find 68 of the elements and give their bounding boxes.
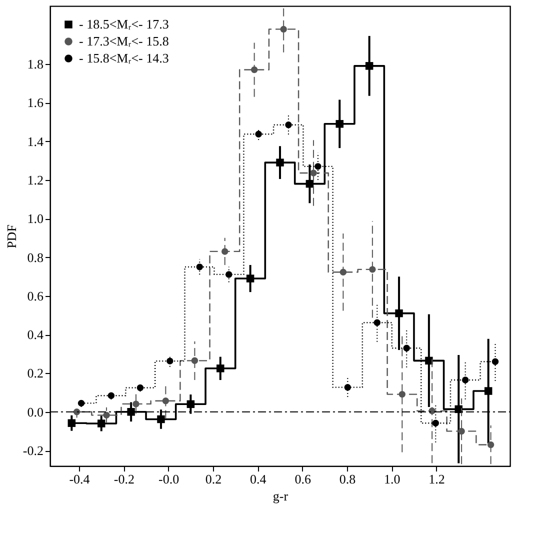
x-tick-label: 0.8 xyxy=(339,472,356,486)
point xyxy=(103,412,110,419)
point xyxy=(276,158,284,166)
x-tick-label: 0.6 xyxy=(294,472,312,486)
point xyxy=(487,441,494,448)
point xyxy=(132,400,140,408)
y-tick-label: 0.0 xyxy=(27,404,44,420)
point xyxy=(246,274,254,282)
legend-label: - 18.5<Mᵣ<- 17.3 xyxy=(79,16,169,32)
y-tick-label: 1.0 xyxy=(27,211,44,226)
point xyxy=(73,408,80,416)
point xyxy=(344,384,352,391)
point xyxy=(68,419,76,427)
y-tick-label: 1.4 xyxy=(27,134,44,149)
point xyxy=(216,364,224,372)
legend-label: - 17.3<Mᵣ<- 15.8 xyxy=(79,34,169,48)
point xyxy=(365,62,374,70)
point xyxy=(97,420,106,428)
x-tick-label: -0.2 xyxy=(114,472,134,486)
x-tick-label: -0.4 xyxy=(69,472,90,486)
y-axis-title: PDF xyxy=(4,224,19,248)
point xyxy=(157,415,165,424)
point xyxy=(280,26,287,33)
point xyxy=(369,266,376,273)
x-axis-title: g-r xyxy=(272,488,289,504)
y-tick-label: 1.6 xyxy=(27,95,44,110)
point xyxy=(374,319,380,326)
point xyxy=(186,400,195,408)
legend-label: - 15.8<Mᵣ<- 14.3 xyxy=(79,50,169,66)
point xyxy=(310,170,317,176)
y-tick-label: 1.8 xyxy=(27,56,44,72)
x-tick-label: 0.2 xyxy=(205,472,222,486)
y-tick-label: 0.8 xyxy=(27,250,44,265)
point xyxy=(458,428,465,435)
point xyxy=(314,163,322,170)
point xyxy=(226,271,232,278)
point xyxy=(221,248,228,255)
point xyxy=(108,392,115,399)
point xyxy=(127,408,135,416)
point xyxy=(432,420,439,426)
point xyxy=(162,398,170,404)
point xyxy=(403,344,410,352)
point xyxy=(492,358,499,365)
point xyxy=(484,387,492,395)
point xyxy=(136,384,144,392)
point xyxy=(250,66,258,74)
point xyxy=(255,130,262,138)
point xyxy=(306,180,314,188)
point xyxy=(191,357,198,364)
y-tick-label: 0.2 xyxy=(27,366,44,381)
point xyxy=(285,122,292,128)
point xyxy=(398,390,406,398)
point xyxy=(166,358,174,364)
y-tick-label: 0.4 xyxy=(27,327,44,342)
x-tick-label: 0.4 xyxy=(250,472,267,486)
point xyxy=(462,376,469,384)
point xyxy=(340,268,347,276)
point xyxy=(395,309,403,318)
x-tick-label: 1.2 xyxy=(428,472,445,486)
point xyxy=(425,356,433,365)
point xyxy=(336,120,344,128)
point xyxy=(196,264,203,270)
y-tick-label: 1.2 xyxy=(27,172,44,188)
y-tick-label: 0.6 xyxy=(27,288,44,304)
y-tick-label: -0.2 xyxy=(22,443,44,458)
x-tick-label: 1.0 xyxy=(384,472,400,486)
point xyxy=(78,400,85,407)
x-tick-label: -0.0 xyxy=(158,472,180,486)
